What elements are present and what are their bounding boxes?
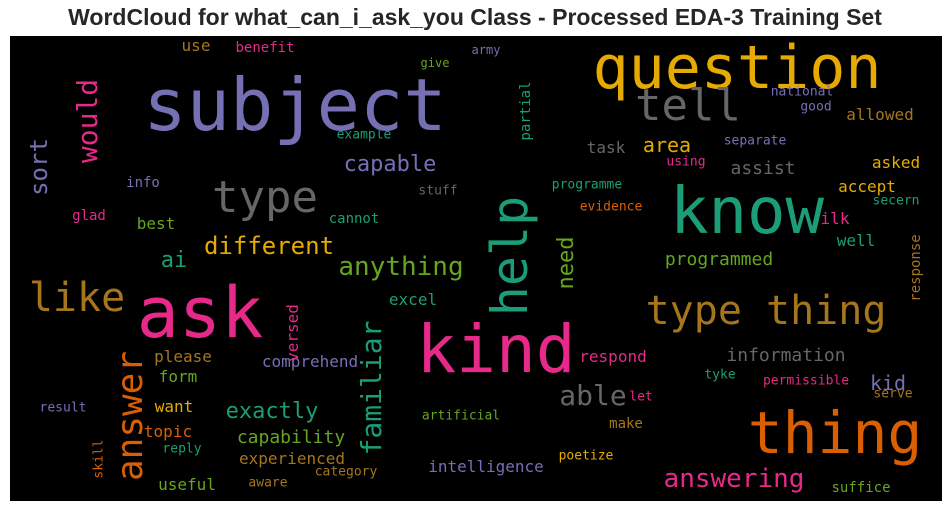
- word-secern: secern: [872, 193, 920, 209]
- word-thing: thing: [747, 399, 923, 467]
- word-sort: sort: [25, 138, 53, 196]
- word-reply: reply: [162, 441, 202, 457]
- word-exactly: exactly: [225, 399, 319, 424]
- chart-title: WordCloud for what_can_i_ask_you Class -…: [68, 4, 882, 30]
- word-well: well: [836, 231, 876, 250]
- word-want: want: [154, 397, 194, 416]
- word-tyke: tyke: [704, 367, 736, 383]
- word-national: national: [770, 84, 834, 100]
- word-stuff: stuff: [418, 183, 458, 199]
- word-make: make: [609, 416, 643, 432]
- word-ilk: ilk: [820, 209, 850, 228]
- word-allowed: allowed: [846, 105, 914, 124]
- word-information: information: [726, 345, 846, 366]
- word-kid: kid: [869, 371, 907, 395]
- word-task: task: [586, 138, 626, 157]
- word-partial: partial: [518, 81, 534, 141]
- word-help: help: [481, 195, 539, 317]
- word-info: info: [126, 175, 160, 191]
- word-please: please: [154, 347, 212, 366]
- word-aware: aware: [248, 475, 288, 491]
- word-best: best: [136, 214, 176, 233]
- word-ask: ask: [136, 272, 264, 354]
- word-capability: capability: [236, 427, 346, 448]
- word-versed: versed: [283, 304, 302, 362]
- word-tell: tell: [635, 80, 741, 131]
- word-kind: kind: [416, 311, 576, 388]
- word-like: like: [28, 275, 126, 321]
- word-category: category: [314, 464, 378, 480]
- word-artificial: artificial: [421, 408, 501, 424]
- word-let: let: [629, 389, 653, 405]
- word-form: form: [158, 367, 198, 386]
- word-need: need: [554, 236, 579, 290]
- word-question: question: [592, 36, 882, 103]
- word-intelligence: intelligence: [428, 457, 544, 476]
- word-army: army: [471, 43, 501, 57]
- word-use: use: [181, 36, 211, 55]
- word-ai: ai: [160, 248, 188, 273]
- word-evidence: evidence: [579, 199, 643, 215]
- word-programme: programme: [551, 177, 623, 193]
- word-programmed: programmed: [664, 249, 774, 270]
- word-know: know: [669, 175, 825, 249]
- word-comprehend: comprehend: [261, 352, 359, 371]
- word-suffice: suffice: [831, 480, 891, 496]
- word-subject: subject: [143, 63, 447, 147]
- wordcloud-canvas: subject question know ask kind thing help tell t…: [10, 36, 942, 501]
- word-answering: answering: [663, 464, 805, 494]
- word-result: result: [39, 400, 87, 416]
- word-capable: capable: [343, 152, 437, 177]
- word-respond: respond: [579, 347, 647, 366]
- word-give: give: [420, 56, 450, 70]
- word-glad: glad: [72, 208, 106, 224]
- word-type: type: [212, 172, 318, 223]
- word-assist: assist: [730, 158, 796, 179]
- word-using: using: [666, 154, 706, 170]
- word-would: would: [71, 78, 104, 164]
- word-different: different: [203, 232, 335, 260]
- word-excel: excel: [388, 290, 438, 309]
- word-anything: anything: [338, 252, 464, 282]
- word-able: able: [559, 379, 627, 412]
- word-skill: skill: [91, 439, 107, 479]
- word-permissible: permissible: [762, 373, 850, 389]
- word-separate: separate: [723, 133, 787, 149]
- word-asked: asked: [871, 153, 921, 172]
- word-area: area: [642, 133, 692, 157]
- word-accept: accept: [838, 177, 896, 196]
- word-familiar: familiar: [355, 320, 388, 456]
- word-good: good: [800, 99, 832, 115]
- word-experienced: experienced: [239, 449, 345, 468]
- word-poetize: poetize: [558, 448, 614, 464]
- word-cannot: cannot: [328, 211, 380, 227]
- word-type-thing: type thing: [645, 288, 887, 334]
- word-answer: answer: [110, 350, 151, 482]
- word-useful: useful: [158, 475, 216, 494]
- word-serve: serve: [873, 386, 913, 402]
- word-benefit: benefit: [235, 40, 295, 56]
- word-example: example: [336, 127, 392, 143]
- word-response: response: [908, 234, 924, 302]
- word-topic: topic: [143, 422, 193, 441]
